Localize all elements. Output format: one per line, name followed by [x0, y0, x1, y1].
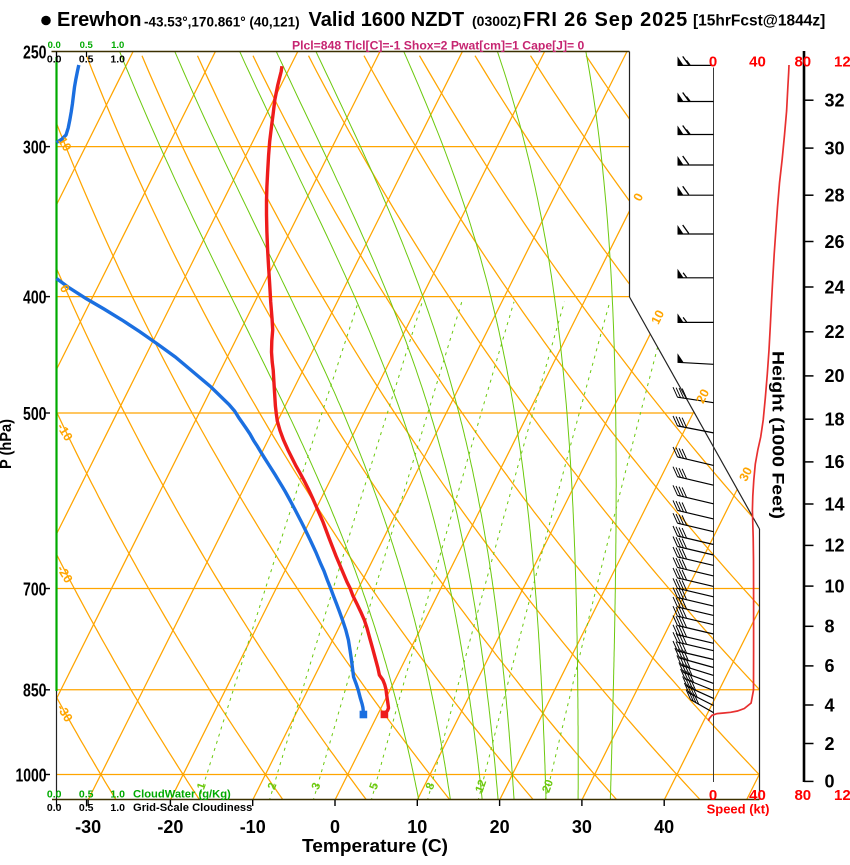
svg-text:20: 20	[490, 817, 510, 837]
svg-text:0.5: 0.5	[79, 54, 94, 66]
svg-text:20: 20	[825, 366, 845, 386]
svg-text:P (hPa): P (hPa)	[0, 419, 15, 469]
svg-text:1.0: 1.0	[111, 40, 124, 51]
svg-text:22: 22	[825, 322, 845, 342]
svg-text:1.0: 1.0	[110, 802, 125, 814]
svg-text:10: 10	[407, 817, 427, 837]
svg-text:300: 300	[23, 138, 47, 158]
svg-text:1.0: 1.0	[110, 789, 125, 801]
svg-text:Erewhon: Erewhon	[57, 9, 141, 31]
svg-text:CloudWater (g/Kg): CloudWater (g/Kg)	[133, 789, 231, 801]
svg-text:1000: 1000	[16, 765, 47, 785]
svg-text:0.0: 0.0	[47, 54, 62, 66]
svg-text:8: 8	[825, 617, 835, 637]
svg-text:120: 120	[834, 54, 850, 71]
svg-text:Height (1000 Feet): Height (1000 Feet)	[769, 351, 788, 519]
svg-text:80: 80	[794, 787, 811, 804]
svg-text:500: 500	[23, 404, 47, 424]
svg-text:0.0: 0.0	[47, 802, 62, 814]
svg-text:40: 40	[749, 54, 766, 71]
svg-text:400: 400	[23, 288, 47, 308]
svg-text:24: 24	[825, 277, 845, 297]
svg-text:2: 2	[825, 734, 835, 754]
svg-text:[15hrFcst@1844z]: [15hrFcst@1844z]	[693, 13, 825, 30]
svg-text:120: 120	[834, 787, 850, 804]
svg-text:-20: -20	[157, 817, 183, 837]
svg-text:0: 0	[330, 817, 340, 837]
svg-text:40: 40	[654, 817, 674, 837]
svg-text:4: 4	[825, 695, 835, 715]
svg-text:12: 12	[825, 536, 845, 556]
svg-text:Speed (kt): Speed (kt)	[707, 802, 770, 817]
svg-text:80: 80	[794, 54, 811, 71]
svg-text:850: 850	[23, 681, 47, 701]
svg-text:(0300Z): (0300Z)	[472, 13, 521, 29]
svg-text:-30: -30	[75, 817, 101, 837]
svg-text:14: 14	[825, 494, 845, 514]
svg-text:0.5: 0.5	[79, 789, 94, 801]
svg-text:1.0: 1.0	[110, 54, 125, 66]
svg-text:16: 16	[825, 452, 845, 472]
svg-text:Valid 1600 NZDT: Valid 1600 NZDT	[309, 9, 465, 31]
svg-text:0.5: 0.5	[80, 40, 94, 51]
svg-text:Grid-Scale Cloudiness: Grid-Scale Cloudiness	[133, 802, 252, 814]
svg-text:32: 32	[825, 91, 845, 111]
svg-text:0.0: 0.0	[48, 40, 61, 51]
svg-text:FRI 26 Sep 2025: FRI 26 Sep 2025	[523, 9, 688, 31]
svg-text:700: 700	[23, 579, 47, 599]
svg-text:0.5: 0.5	[79, 802, 94, 814]
svg-text:-43.53°,170.861° (40,121): -43.53°,170.861° (40,121)	[144, 15, 300, 30]
svg-text:26: 26	[825, 232, 845, 252]
svg-text:0: 0	[709, 54, 717, 71]
svg-text:18: 18	[825, 410, 845, 430]
svg-text:30: 30	[825, 138, 845, 158]
svg-text:0.0: 0.0	[47, 789, 62, 801]
svg-text:10: 10	[825, 576, 845, 596]
svg-text:Plcl=848 Tlcl[C]=-1 Shox=2 Pwa: Plcl=848 Tlcl[C]=-1 Shox=2 Pwat[cm]=1 Ca…	[292, 39, 585, 53]
svg-text:250: 250	[23, 42, 47, 62]
svg-text:-10: -10	[240, 817, 266, 837]
svg-text:Temperature (C): Temperature (C)	[302, 836, 448, 856]
svg-text:6: 6	[825, 656, 835, 676]
svg-text:28: 28	[825, 186, 845, 206]
svg-text:30: 30	[572, 817, 592, 837]
